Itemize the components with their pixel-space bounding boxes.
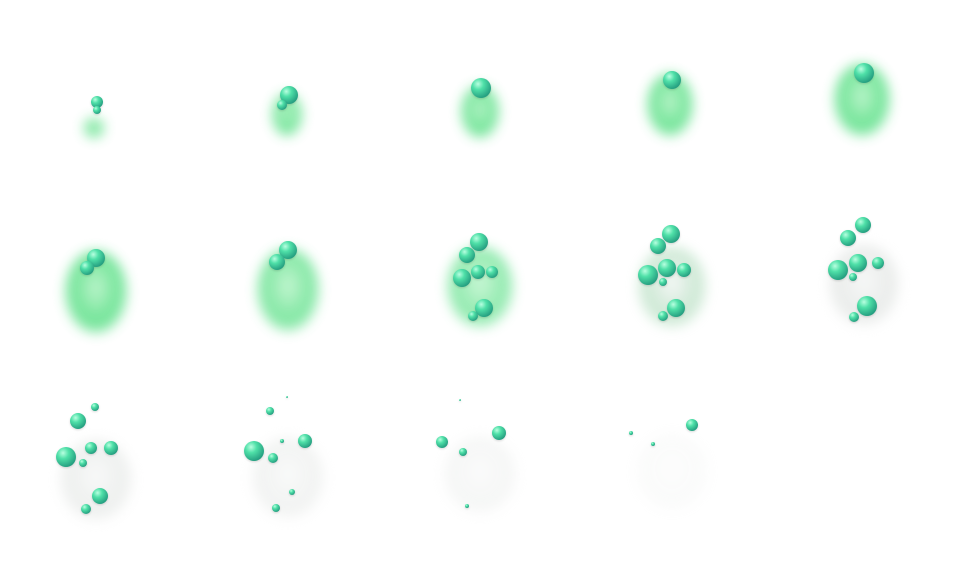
- bubble-sphere: [85, 442, 97, 454]
- smoke-cloud: [636, 434, 708, 510]
- bubble-sphere: [104, 441, 118, 455]
- bubble-sphere: [56, 447, 76, 467]
- sprite-frame-14: [576, 384, 768, 576]
- sprite-frame-4: [576, 0, 768, 192]
- bubble-sphere: [854, 63, 874, 83]
- sprite-frame-7: [192, 192, 384, 384]
- bubble-sphere: [663, 71, 681, 89]
- bubble-sphere: [244, 441, 264, 461]
- smoke-cloud: [257, 249, 319, 331]
- bubble-sphere: [468, 311, 478, 321]
- bubble-sphere: [453, 269, 471, 287]
- sprite-frame-8: [384, 192, 576, 384]
- sprite-frame-5: [768, 0, 960, 192]
- bubble-sphere: [92, 488, 108, 504]
- bubble-sphere: [475, 299, 493, 317]
- bubble-sphere: [268, 453, 278, 463]
- bubble-sphere: [651, 442, 655, 446]
- bubble-sphere: [492, 426, 506, 440]
- sprite-frame-12: [192, 384, 384, 576]
- bubble-sphere: [849, 312, 859, 322]
- bubble-sphere: [840, 230, 856, 246]
- sprite-frame-9: [576, 192, 768, 384]
- sprite-frame-11: [0, 384, 192, 576]
- bubble-sphere: [459, 399, 461, 401]
- bubble-sphere: [269, 254, 285, 270]
- bubble-sphere: [91, 96, 103, 108]
- sprite-frame-3: [384, 0, 576, 192]
- bubble-sphere: [459, 247, 475, 263]
- bubble-sphere: [280, 439, 284, 443]
- bubble-sphere: [849, 254, 867, 272]
- bubble-sphere: [667, 299, 685, 317]
- sprite-frame-10: [768, 192, 960, 384]
- bubble-sphere: [677, 263, 691, 277]
- bubble-sphere: [465, 504, 469, 508]
- bubble-sphere: [93, 106, 101, 114]
- bubble-sphere: [855, 217, 871, 233]
- bubble-sphere: [629, 431, 633, 435]
- bubble-sphere: [81, 504, 91, 514]
- bubble-sphere: [650, 238, 666, 254]
- bubble-sphere: [470, 233, 488, 251]
- bubble-sphere: [436, 436, 448, 448]
- bubble-sphere: [280, 86, 298, 104]
- bubble-sphere: [91, 403, 99, 411]
- bubble-sphere: [658, 259, 676, 277]
- bubble-sphere: [857, 296, 877, 316]
- smoke-cloud: [252, 438, 324, 518]
- sprite-frame-6: [0, 192, 192, 384]
- sprite-frame-1: [0, 0, 192, 192]
- bubble-sphere: [658, 311, 668, 321]
- smoke-cloud: [444, 437, 516, 513]
- bubble-sphere: [471, 78, 491, 98]
- sprite-frame-13: [384, 384, 576, 576]
- bubble-sphere: [638, 265, 658, 285]
- bubble-sphere: [80, 261, 94, 275]
- bubble-sphere: [459, 448, 467, 456]
- bubble-sphere: [70, 413, 86, 429]
- bubble-sphere: [272, 504, 280, 512]
- bubble-sphere: [298, 434, 312, 448]
- bubble-sphere: [872, 257, 884, 269]
- bubble-sphere: [662, 225, 680, 243]
- bubble-sphere: [266, 407, 274, 415]
- bubble-sphere: [286, 396, 288, 398]
- bubble-sphere: [659, 278, 667, 286]
- bubble-sphere: [828, 260, 848, 280]
- bubble-sphere: [277, 100, 287, 110]
- bubble-sphere: [471, 265, 485, 279]
- bubble-sphere: [289, 489, 295, 495]
- bubble-sphere: [486, 266, 498, 278]
- smoke-cloud: [84, 118, 104, 138]
- bubble-sphere: [849, 273, 857, 281]
- bubble-sphere: [79, 459, 87, 467]
- bubble-sphere: [279, 241, 297, 259]
- bubble-sphere: [686, 419, 698, 431]
- sprite-frame-2: [192, 0, 384, 192]
